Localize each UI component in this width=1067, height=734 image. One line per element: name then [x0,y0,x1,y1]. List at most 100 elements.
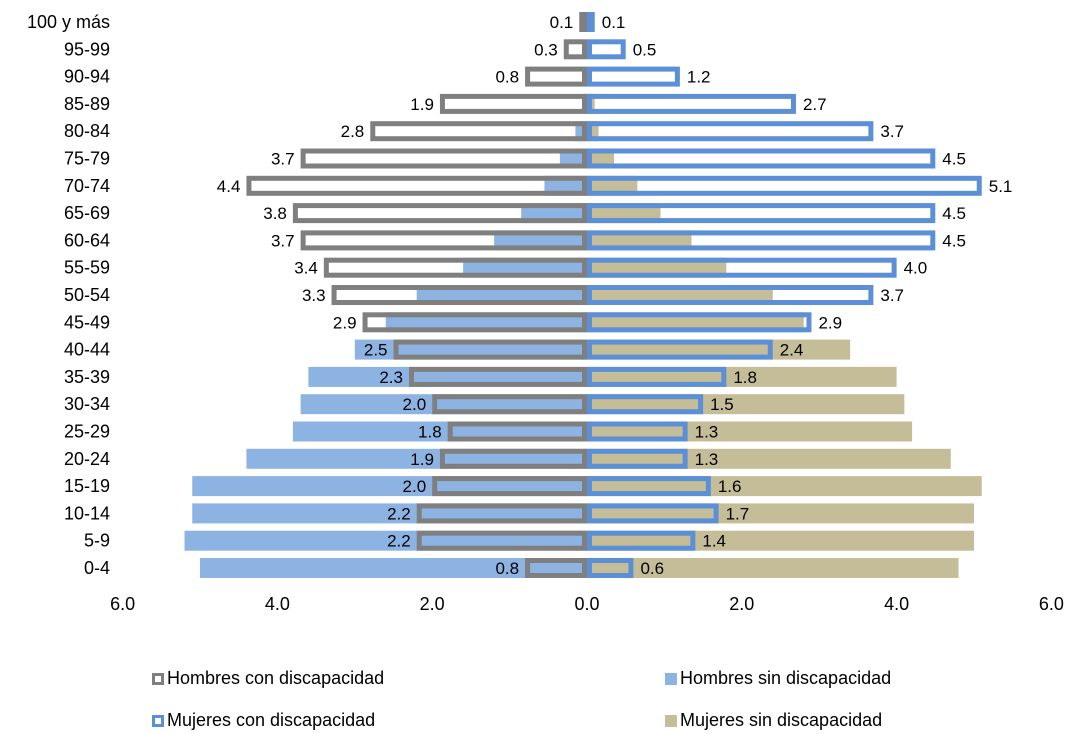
x-tick-label: 2.0 [420,594,445,614]
bar-mujeres-con-60-64 [587,230,936,251]
bar-hombres-con-5-9 [416,530,587,551]
legend-item-hombres-con: Hombres con discapacidad [152,668,384,689]
data-label-hombres-con-95-99: 0.3 [534,40,558,59]
bar-hombres-con-0-4 [525,558,588,578]
data-label-mujeres-con-75-79: 4.5 [942,150,966,169]
data-label-mujeres-con-5-9: 1.4 [702,532,726,551]
data-label-mujeres-con-80-84: 3.7 [880,122,904,141]
bar-mujeres-con-75-79 [587,148,936,169]
y-label-75-79: 75-79 [64,149,110,169]
legend-label-hombres-sin: Hombres sin discapacidad [680,668,892,688]
bar-mujeres-con-30-34 [587,394,704,415]
bar-hombres-sin-0-4 [200,558,587,578]
data-label-hombres-con-60-64: 3.7 [271,231,295,250]
bar-hombres-con-55-59 [323,257,587,278]
y-label-95-99: 95-99 [64,39,110,59]
bar-hombres-con-35-39 [408,366,588,387]
legend-label-mujeres-sin: Mujeres sin discapacidad [680,710,883,730]
bar-hombres-con-25-29 [447,421,587,442]
data-label-hombres-con-25-29: 1.8 [418,423,442,442]
bar-mujeres-con-20-24 [587,448,688,469]
bar-hombres-con-20-24 [439,448,587,469]
bar-mujeres-con-95-99 [587,39,626,60]
bar-mujeres-con-50-54 [587,285,874,305]
legend-item-mujeres-con: Mujeres con discapacidad [152,710,375,731]
data-label-hombres-con-45-49: 2.9 [333,313,357,332]
data-label-hombres-con-5-9: 2.2 [387,532,411,551]
y-label-100-y-m-s: 100 y más [27,12,110,32]
data-label-mujeres-con-10-14: 1.7 [726,504,750,523]
y-label-25-29: 25-29 [64,422,110,442]
bar-mujeres-con-80-84 [587,121,874,142]
data-label-mujeres-con-0-4: 0.6 [640,559,664,578]
data-label-mujeres-con-65-69: 4.5 [942,204,966,223]
data-label-mujeres-con-95-99: 0.5 [633,40,657,59]
data-labels: 0.1 0.1 0.3 0.5 0.8 1.2 1.9 2.7 2.8 3.7 3.7 4.5 4.4 5… [217,13,1013,578]
y-label-85-89: 85-89 [64,94,110,114]
legend-label-hombres-con: Hombres con discapacidad [167,668,385,688]
y-label-45-49: 45-49 [64,312,110,332]
bars-con-discapacidad [246,12,982,578]
data-label-mujeres-con-15-19: 1.6 [718,477,742,496]
bar-mujeres-con-10-14 [587,503,719,524]
data-label-mujeres-con-85-89: 2.7 [803,95,827,114]
data-label-hombres-con-65-69: 3.8 [263,204,287,223]
bar-hombres-con-65-69 [292,203,587,224]
x-tick-label: 2.0 [729,594,754,614]
x-tick-label: 4.0 [884,594,909,614]
x-axis-tick-labels: 6.0 4.0 2.0 0.0 2.0 4.0 6.0 [110,594,1064,614]
x-tick-label: 6.0 [1039,594,1064,614]
data-label-hombres-con-55-59: 3.4 [294,259,318,278]
data-label-mujeres-con-55-59: 4.0 [904,259,928,278]
bar-hombres-con-90-94 [525,66,588,87]
y-axis-labels: 100 y más 95-99 90-94 85-89 80-84 75-79 70-74 6… [27,12,110,578]
bar-mujeres-con-25-29 [587,421,688,442]
data-label-hombres-con-85-89: 1.9 [410,95,434,114]
y-label-55-59: 55-59 [64,258,110,278]
data-label-mujeres-con-25-29: 1.3 [695,423,719,442]
bar-hombres-con-80-84 [370,121,587,142]
y-label-90-94: 90-94 [64,67,110,87]
data-label-hombres-con-15-19: 2.0 [403,477,427,496]
data-label-mujeres-con-40-44: 2.4 [780,341,804,360]
y-label-80-84: 80-84 [64,121,110,141]
data-label-mujeres-con-70-74: 5.1 [989,177,1013,196]
legend-item-mujeres-sin: Mujeres sin discapacidad [665,710,882,731]
bar-mujeres-con-40-44 [587,339,773,360]
x-tick-label: 6.0 [110,594,135,614]
bar-mujeres-con-55-59 [587,257,897,278]
y-label-30-34: 30-34 [64,394,110,414]
legend-item-hombres-sin: Hombres sin discapacidad [665,668,891,689]
bar-mujeres-con-35-39 [587,366,727,387]
y-label-70-74: 70-74 [64,176,110,196]
data-label-hombres-con-70-74: 4.4 [217,177,241,196]
y-label-50-54: 50-54 [64,285,110,305]
y-label-35-39: 35-39 [64,367,110,387]
bar-mujeres-con-100-y-m-s [587,12,595,32]
y-label-65-69: 65-69 [64,203,110,223]
data-label-hombres-con-80-84: 2.8 [341,122,365,141]
data-label-hombres-con-50-54: 3.3 [302,286,326,305]
bar-hombres-sin-80-84 [575,121,587,142]
bar-mujeres-con-65-69 [587,203,936,224]
bar-mujeres-con-5-9 [587,530,696,551]
data-label-mujeres-con-30-34: 1.5 [710,395,734,414]
bar-mujeres-con-85-89 [587,93,796,114]
bar-mujeres-con-45-49 [587,312,812,333]
y-label-20-24: 20-24 [64,449,110,469]
data-label-hombres-con-0-4: 0.8 [495,559,519,578]
bar-hombres-con-95-99 [563,39,588,60]
bar-hombres-con-70-74 [246,175,587,196]
legend-swatch-hombres-sin [665,672,677,685]
bar-hombres-con-10-14 [416,503,587,524]
data-label-hombres-con-75-79: 3.7 [271,150,295,169]
y-label-0-4: 0-4 [84,558,110,578]
data-label-hombres-con-10-14: 2.2 [387,504,411,523]
data-label-hombres-con-20-24: 1.9 [410,450,434,469]
x-tick-label: 0.0 [574,594,599,614]
bar-mujeres-con-70-74 [587,175,982,196]
bar-hombres-con-85-89 [439,93,587,114]
y-label-10-14: 10-14 [64,503,110,523]
data-label-hombres-con-90-94: 0.8 [495,68,519,87]
